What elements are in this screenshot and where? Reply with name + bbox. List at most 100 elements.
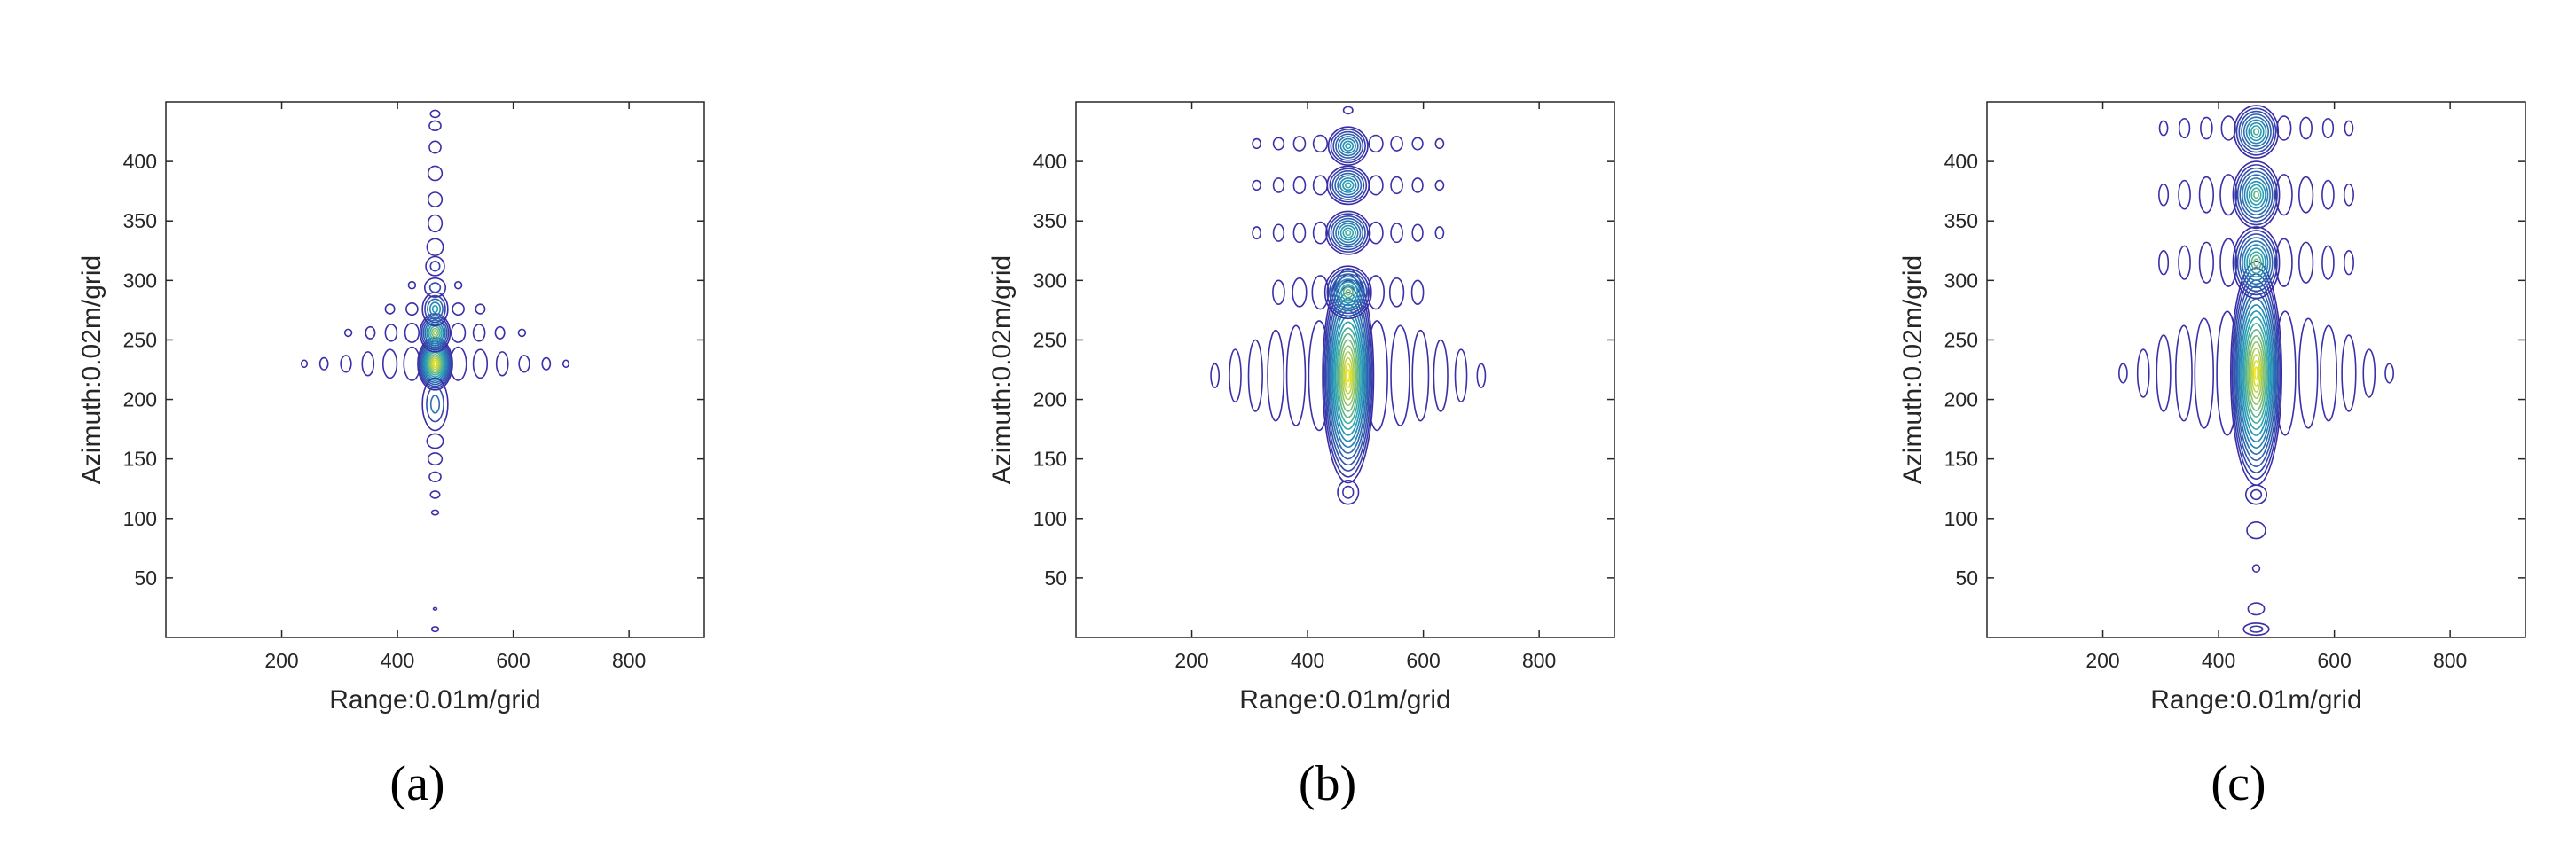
mainlobe-contour [1339, 339, 1358, 412]
mainlobe-contour [428, 301, 442, 316]
y-tick-label: 250 [1944, 328, 1978, 351]
mainlobe-contour [2239, 170, 2274, 219]
mainlobe-contour [428, 353, 443, 374]
sidelobe-contour [2158, 249, 2170, 276]
sidelobe-contour [1312, 175, 1329, 196]
sidelobe-contour [1272, 137, 1285, 151]
mainlobe-contour [2250, 187, 2262, 203]
mainlobe-contour [2243, 323, 2269, 424]
mainlobe-contour [2248, 121, 2265, 142]
mainlobe-contour [428, 471, 442, 482]
mainlobe-contour [1337, 223, 1359, 244]
mainlobe-contour [424, 319, 446, 347]
x-tick-label: 200 [2085, 649, 2119, 672]
y-tick-label: 100 [1944, 507, 1978, 530]
y-tick-label: 150 [123, 448, 157, 471]
mainlobe-contour [1335, 278, 1361, 307]
sidelobe-contour [384, 324, 398, 342]
mainlobe-contour [2250, 348, 2263, 399]
mainlobe-contour [2246, 247, 2266, 278]
mainlobe-contour [2245, 329, 2267, 418]
sidelobe-contour [1454, 348, 1468, 403]
sidelobe-contour [2384, 363, 2394, 384]
y-tick-label: 50 [1955, 567, 1978, 590]
mainlobe-contour [2236, 233, 2276, 293]
mainlobe-contour [2233, 105, 2280, 159]
mainlobe-contour [429, 109, 441, 119]
sidelobe-contour [1272, 223, 1285, 242]
sidelobe-contour [1312, 221, 1329, 245]
sidelobe-contour [2297, 241, 2314, 284]
mainlobe-contour [2248, 184, 2265, 206]
y-axis-label: Azimuth:0.02m/grid [77, 255, 106, 484]
mainlobe-contour [2236, 167, 2276, 223]
sidelobe-contour [472, 348, 489, 379]
y-tick-label: 400 [123, 150, 157, 173]
y-tick-label: 350 [1944, 209, 1978, 232]
y-tick-label: 150 [1944, 448, 1978, 471]
x-axis-label: Range:0.01m/grid [2150, 685, 2361, 715]
mainlobe-contour [2242, 240, 2271, 285]
mainlobe-contour [1345, 289, 1352, 296]
mainlobe-contour [2250, 488, 2263, 501]
sidelobe-contour [2321, 179, 2335, 210]
sidelobe-contour [365, 325, 376, 340]
mainlobe-contour [1334, 172, 1363, 199]
sidelobe-contour [2274, 174, 2293, 216]
sidelobe-contour [450, 322, 467, 343]
sidelobe-contour [1388, 277, 1405, 308]
mainlobe-contour [1345, 230, 1352, 237]
y-tick-label: 300 [1033, 269, 1067, 292]
mainlobe-contour [2236, 292, 2276, 455]
mainlobe-contour [1339, 345, 1356, 407]
sidelobe-contour [2194, 317, 2215, 429]
mainlobe-contour [1331, 170, 1365, 200]
sidelobe-contour [2299, 116, 2313, 140]
sidelobe-contour [472, 324, 486, 342]
mainlobe-contour [428, 282, 442, 293]
mainlobe-contour [1324, 279, 1372, 472]
mainlobe-contour [2254, 366, 2258, 380]
sidelobe-contour [2343, 249, 2354, 276]
sidelobe-contour [518, 355, 530, 373]
axes-frame [165, 101, 705, 638]
mainlobe-contour [1343, 356, 1354, 395]
mainlobe-contour [429, 395, 441, 414]
mainlobe-contour [429, 356, 441, 372]
sidelobe-contour [1434, 137, 1445, 150]
panel-label: (a) [389, 756, 444, 811]
axes-frame [1986, 101, 2526, 638]
sidelobe-contour [1390, 176, 1403, 195]
mainlobe-contour [1342, 106, 1354, 115]
panel-label: (b) [1299, 756, 1356, 811]
sidelobe-contour [1252, 226, 1262, 240]
sidelobe-contour [1272, 279, 1285, 305]
mainlobe-contour [2250, 125, 2262, 138]
mainlobe-contour [1329, 168, 1368, 203]
mainlobe-contour [430, 357, 440, 371]
sidelobe-contour [361, 351, 375, 377]
x-axis-label: Range:0.01m/grid [1239, 685, 1450, 715]
mainlobe-contour [2250, 254, 2262, 271]
mainlobe-contour [1344, 363, 1352, 388]
mainlobe-contour [2243, 244, 2269, 282]
panel-label: (c) [2211, 756, 2266, 811]
mainlobe-contour [430, 626, 440, 633]
sidelobe-contour [1292, 277, 1308, 308]
y-tick-label: 200 [1944, 388, 1978, 411]
sidelobe-contour [1292, 223, 1307, 244]
mainlobe-contour [1327, 213, 1369, 253]
mainlobe-contour [2253, 191, 2259, 199]
sidelobe-contour [2198, 241, 2215, 284]
x-tick-label: 200 [264, 649, 298, 672]
mainlobe-contour [2243, 177, 2269, 213]
y-tick-label: 300 [123, 269, 157, 292]
y-axis-label: Azimuth:0.02m/grid [1898, 255, 1928, 484]
sidelobe-contour [2219, 174, 2238, 216]
y-tick-label: 100 [123, 507, 157, 530]
sidelobe-contour [1368, 221, 1384, 245]
mainlobe-contour [2242, 622, 2270, 637]
mainlobe-contour [428, 140, 442, 154]
mainlobe-contour [2242, 174, 2271, 216]
y-tick-label: 200 [123, 388, 157, 411]
